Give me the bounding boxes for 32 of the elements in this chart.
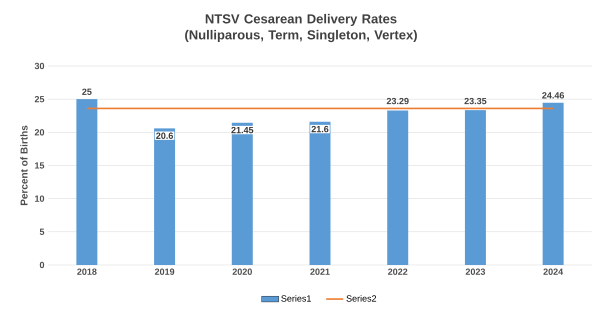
y-tick-label: 30 (34, 62, 44, 70)
bar (542, 102, 564, 265)
y-tick-label: 15 (35, 162, 44, 169)
legend-label: Series1 (281, 295, 311, 302)
x-tick-label: 2019 (154, 268, 174, 275)
y-tick-label: 20 (34, 129, 44, 136)
y-axis-title: Percent of Births (20, 126, 28, 206)
bar (154, 128, 176, 265)
data-label: 20.6 (156, 132, 174, 139)
data-label: 25 (82, 88, 92, 95)
data-label: 21.45 (231, 126, 254, 134)
bar (310, 122, 330, 265)
x-tick-label: 2022 (388, 268, 408, 275)
x-tick-label: 2018 (77, 268, 97, 275)
data-label: 24.46 (542, 92, 564, 99)
x-tick-label: 2023 (466, 268, 486, 275)
data-label: 23.35 (464, 98, 486, 104)
y-tick-label: 0 (40, 262, 44, 268)
x-tick-label: 2024 (543, 268, 564, 275)
y-tick-label: 25 (34, 96, 44, 102)
bar (387, 110, 408, 265)
data-label: 21.6 (312, 126, 328, 132)
bar (232, 122, 253, 265)
bar (464, 110, 486, 265)
data-label: 23.29 (386, 98, 409, 104)
x-tick-label: 2020 (232, 268, 252, 275)
y-tick-label: 5 (40, 228, 44, 235)
y-tick-label: 10 (35, 195, 44, 202)
legend-label: Series2 (346, 295, 376, 302)
chart-title: NTSV Cesarean Delivery Rates (Nulliparous, Term, Singleton, Vertex) (185, 14, 417, 42)
x-tick-label: 2021 (310, 268, 330, 275)
bar (76, 99, 98, 265)
